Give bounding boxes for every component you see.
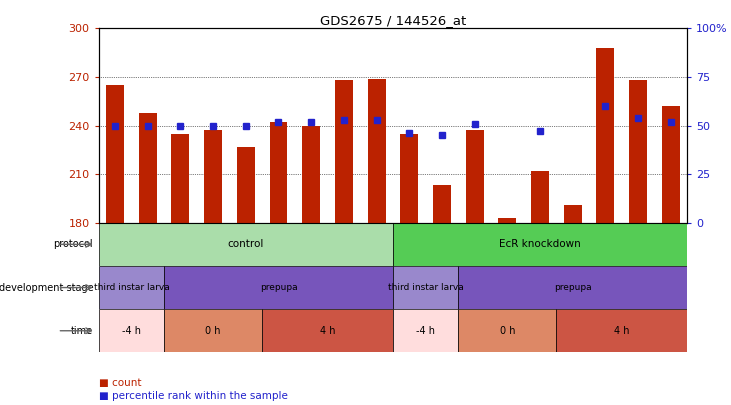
Bar <box>596 48 614 223</box>
Bar <box>393 223 687 266</box>
Bar <box>393 309 458 352</box>
Text: -4 h: -4 h <box>416 326 435 336</box>
Text: 0 h: 0 h <box>205 326 221 336</box>
Bar <box>466 130 484 223</box>
Bar <box>99 223 393 266</box>
Bar <box>106 85 124 223</box>
Bar <box>172 134 189 223</box>
Bar <box>458 266 687 309</box>
Bar <box>564 205 582 223</box>
Text: third instar larva: third instar larva <box>94 283 170 292</box>
Bar <box>662 106 680 223</box>
Bar <box>433 185 451 223</box>
Text: ■ count: ■ count <box>99 378 141 388</box>
Bar <box>458 309 556 352</box>
Bar <box>531 171 549 223</box>
Bar <box>270 122 287 223</box>
Text: EcR knockdown: EcR knockdown <box>499 239 581 249</box>
Bar <box>139 113 156 223</box>
Text: development stage: development stage <box>0 283 93 292</box>
Bar <box>262 309 393 352</box>
Text: protocol: protocol <box>53 239 93 249</box>
Bar <box>393 266 458 309</box>
Bar <box>335 80 353 223</box>
Bar <box>302 126 320 223</box>
Text: time: time <box>71 326 93 336</box>
Bar <box>629 80 647 223</box>
Bar <box>164 266 393 309</box>
Bar <box>499 218 516 223</box>
Text: -4 h: -4 h <box>122 326 141 336</box>
Text: control: control <box>227 239 264 249</box>
Bar <box>556 309 687 352</box>
Title: GDS2675 / 144526_at: GDS2675 / 144526_at <box>319 14 466 27</box>
Text: prepupa: prepupa <box>554 283 591 292</box>
Text: ■ percentile rank within the sample: ■ percentile rank within the sample <box>99 391 287 401</box>
Text: 4 h: 4 h <box>319 326 336 336</box>
Text: prepupa: prepupa <box>260 283 298 292</box>
Bar <box>204 130 222 223</box>
Bar <box>368 79 385 223</box>
Bar <box>99 266 164 309</box>
Text: third instar larva: third instar larva <box>387 283 463 292</box>
Bar <box>164 309 262 352</box>
Bar <box>401 134 418 223</box>
Bar <box>99 309 164 352</box>
Bar <box>237 147 255 223</box>
Text: 4 h: 4 h <box>614 326 629 336</box>
Text: 0 h: 0 h <box>499 326 515 336</box>
